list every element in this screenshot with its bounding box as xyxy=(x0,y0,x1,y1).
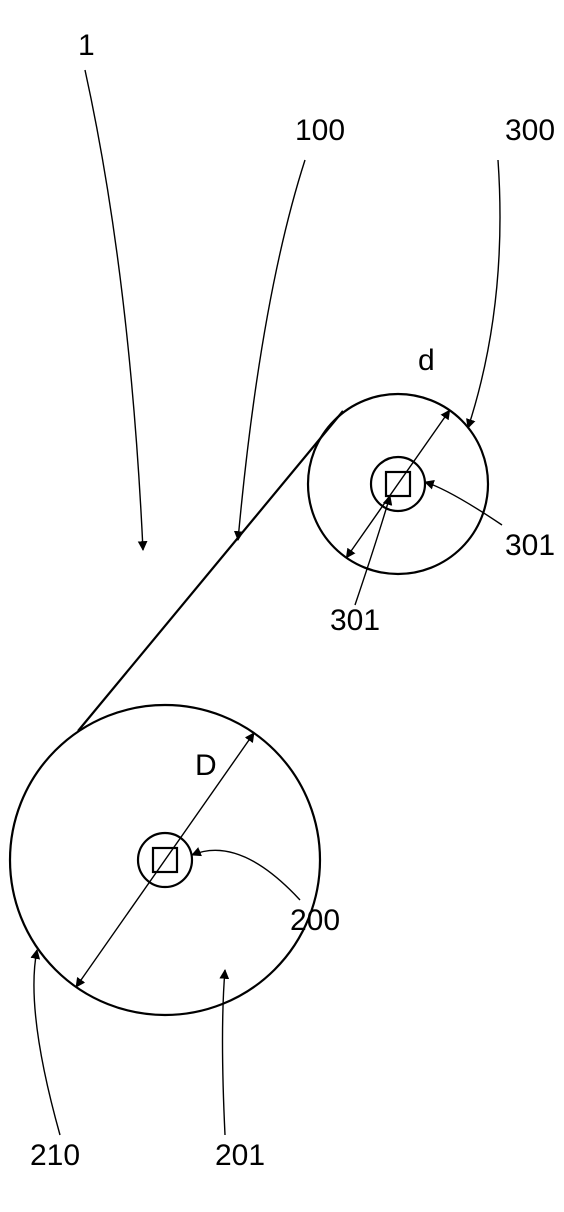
leader-line xyxy=(238,160,305,540)
ref-label-201: 201 xyxy=(215,1139,265,1172)
ref-label-1: 1 xyxy=(78,29,95,62)
leader-line xyxy=(468,160,500,428)
ref-label-200: 200 xyxy=(290,904,340,937)
ref-label-210: 210 xyxy=(30,1139,80,1172)
leader-line xyxy=(425,482,502,525)
ref-label-301: 301 xyxy=(330,604,380,637)
ref-label-300: 300 xyxy=(505,114,555,147)
ref-label-100: 100 xyxy=(295,114,345,147)
leader-line xyxy=(223,970,226,1135)
diameter-line xyxy=(346,410,449,557)
ref-label-301: 301 xyxy=(505,529,555,562)
leader-line xyxy=(355,496,390,605)
belt-line xyxy=(78,411,343,731)
leader-line xyxy=(34,950,60,1135)
pulley-diagram: Dd 1 210 200 201 100 300 301 301 xyxy=(0,0,564,1212)
leader-line xyxy=(192,850,300,900)
leader-line xyxy=(85,70,143,550)
diameter-label: D xyxy=(195,749,217,782)
diameter-label: d xyxy=(418,344,435,377)
diameter-line xyxy=(76,733,254,987)
